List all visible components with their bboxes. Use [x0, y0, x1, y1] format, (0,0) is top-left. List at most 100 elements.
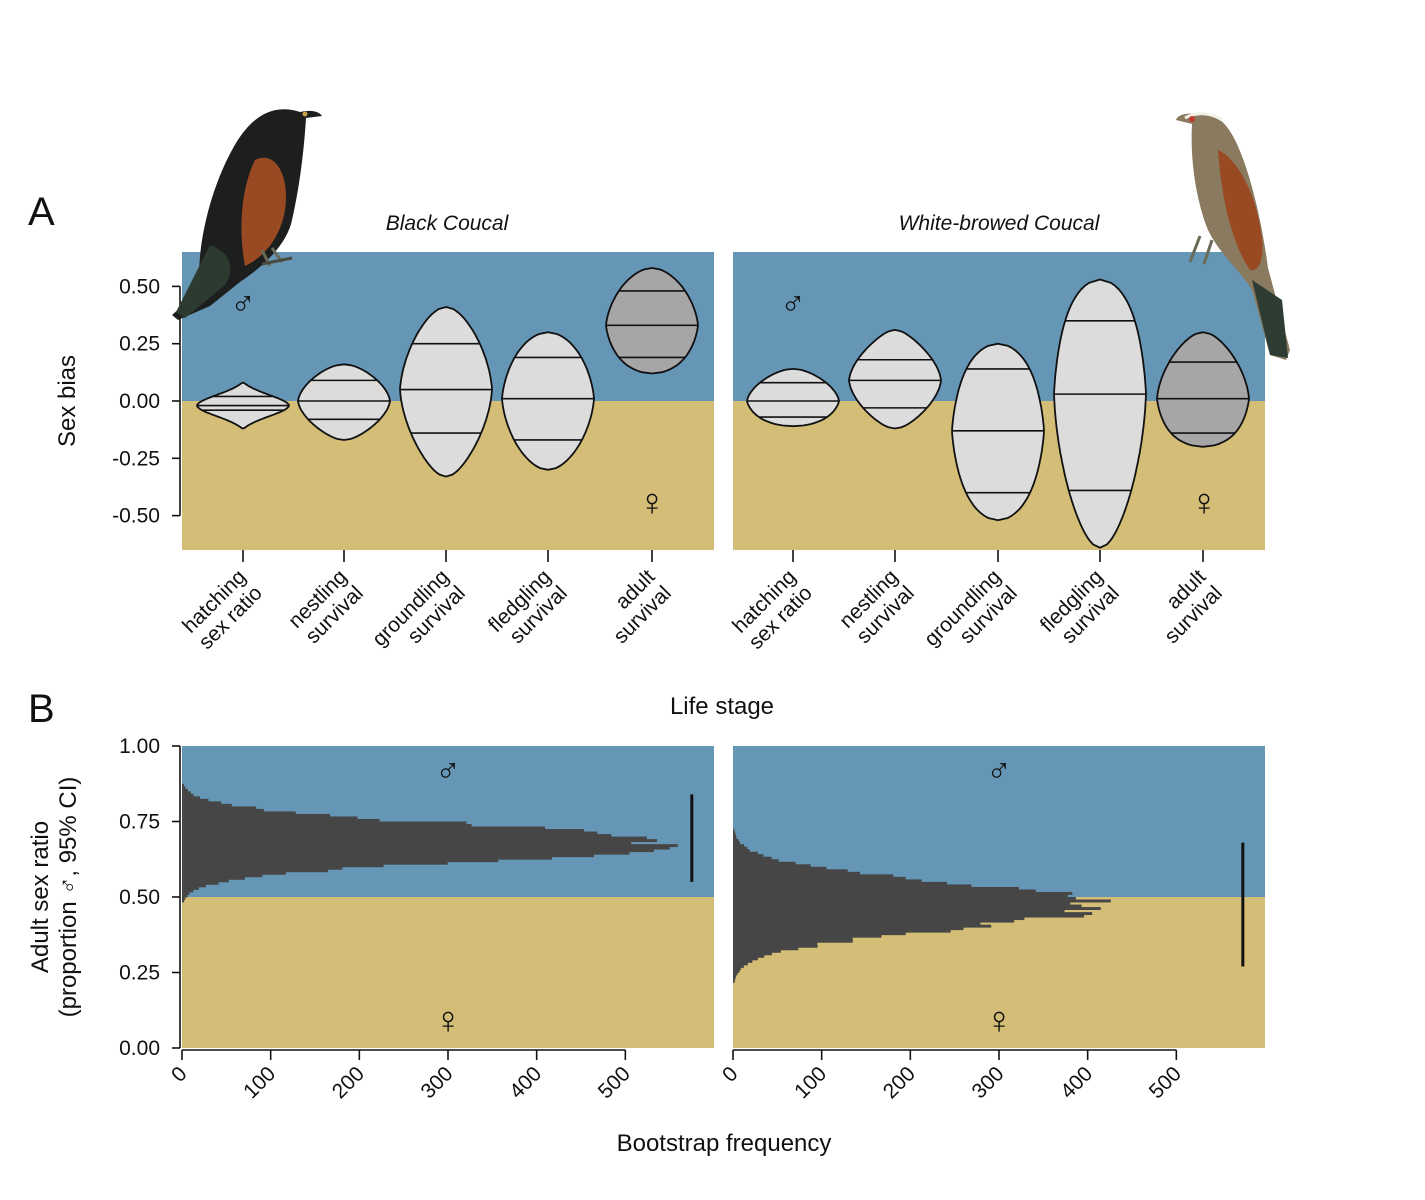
histogram-bar — [182, 831, 598, 835]
y-tick-label: 1.00 — [119, 735, 160, 758]
y-tick-label: 0.50 — [119, 886, 160, 909]
histogram-bar — [733, 891, 1073, 895]
x-tick-label: nestlingsurvival — [835, 565, 919, 649]
violin-4 — [1053, 278, 1147, 549]
histogram-bar — [733, 957, 758, 961]
histogram-bar — [733, 954, 765, 958]
x-tick-label: 100 — [239, 1062, 280, 1103]
histogram-bar — [182, 849, 654, 853]
histogram-bar — [733, 959, 753, 963]
x-tick-label: groundlingsurvival — [920, 565, 1022, 667]
histogram-bar — [733, 854, 764, 858]
histogram-bar — [182, 844, 678, 848]
histogram-bar — [733, 889, 1036, 893]
panel-a-left-plot: ♂ ♀ — [182, 252, 714, 550]
y-label-text: Adult sex ratio(proportion ♂, 95% CI) — [27, 777, 82, 1018]
histogram-bar — [733, 836, 737, 840]
histogram-bar — [182, 871, 286, 875]
histogram-bar — [733, 942, 818, 946]
male-symbol: ♂ — [435, 752, 461, 790]
x-tick-label: nestlingsurvival — [284, 565, 368, 649]
panel-b-y-axis: 1.00 0.75 0.50 0.25 0.00 — [119, 735, 181, 1060]
histogram-bar — [182, 803, 232, 807]
histogram-bar — [182, 869, 328, 873]
violin-shape — [848, 328, 942, 430]
y-tick-label: 0.25 — [119, 962, 160, 985]
panel-a-x-label: Life stage — [670, 693, 774, 720]
histogram-bar — [733, 886, 1019, 890]
x-tick-label: 200 — [879, 1062, 920, 1103]
histogram-bar — [733, 947, 799, 951]
x-tick-label: adultsurvival — [1144, 565, 1227, 648]
histogram-bar — [733, 934, 882, 938]
histogram-bar — [182, 859, 499, 863]
histogram-bar — [182, 801, 222, 805]
histogram-bar — [182, 897, 186, 900]
white-browed-coucal-bird-illustration — [1176, 112, 1290, 360]
x-tick-label: 400 — [505, 1062, 546, 1103]
histogram-bar — [182, 839, 658, 843]
histogram-bar — [733, 919, 1015, 923]
histogram-bar — [182, 866, 343, 870]
panel-letter-a: A — [28, 190, 55, 234]
histogram-bar — [733, 969, 740, 973]
black-coucal-bird-illustration — [172, 109, 322, 320]
histogram-bar — [182, 841, 632, 845]
x-tick-label: 300 — [416, 1062, 457, 1103]
violin-shape — [399, 306, 493, 478]
histogram-bar — [733, 841, 740, 845]
male-symbol: ♂ — [780, 285, 806, 323]
histogram-bar — [733, 897, 1076, 900]
x-tick-label: 500 — [594, 1062, 635, 1103]
histogram-bar — [733, 937, 853, 941]
panel-letter-b: B — [28, 687, 55, 731]
y-tick-label: -0.50 — [112, 505, 160, 528]
histogram-bar — [733, 927, 964, 931]
histogram-bar — [182, 864, 384, 868]
histogram-bar — [182, 834, 612, 837]
histogram-bar — [733, 932, 906, 936]
x-tick-label: 300 — [967, 1062, 1008, 1103]
male-symbol: ♂ — [986, 752, 1012, 790]
panel-a-right-title: White-browed Coucal — [899, 212, 1101, 235]
histogram-bar — [182, 786, 186, 790]
panel-b-y-label: Adult sex ratio(proportion ♂, 95% CI) — [27, 777, 82, 1018]
histogram-bar — [182, 808, 264, 812]
histogram-bar — [182, 788, 188, 792]
histogram-bar — [182, 856, 552, 860]
histogram-bar — [182, 813, 331, 817]
x-tick-label: groundlingsurvival — [368, 565, 470, 667]
y-tick-label: -0.25 — [112, 447, 160, 470]
histogram-bar — [182, 861, 448, 865]
histogram-bar — [733, 924, 992, 928]
histogram-bar — [733, 912, 1093, 916]
histogram-bar — [182, 816, 358, 820]
female-symbol: ♀ — [985, 1000, 1014, 1042]
histogram-bar — [733, 874, 894, 878]
violin-5 — [605, 267, 699, 375]
histogram-bar — [182, 783, 185, 787]
panel-b-left-plot: ♂ ♀ — [182, 746, 714, 1048]
x-tick-label: 400 — [1056, 1062, 1097, 1103]
histogram-bar — [733, 972, 738, 976]
panel-b-left-x-axis: 0 100 200 300 400 500 — [167, 1049, 635, 1103]
violin-shape — [605, 267, 699, 375]
panel-a-y-axis: 0.50 0.25 0.00 -0.25 -0.50 — [112, 275, 181, 528]
histogram-bar — [733, 846, 748, 850]
violin-shape — [951, 342, 1045, 522]
histogram-bar — [182, 894, 188, 898]
histogram-bar — [733, 952, 772, 956]
histogram-bar — [182, 829, 584, 832]
panel-a-left-x-axis: hatchingsex ratio nestlingsurvival groundl… — [178, 550, 676, 667]
histogram-bar — [182, 889, 194, 893]
histogram-bar — [182, 821, 467, 825]
y-tick-label: 0.00 — [119, 390, 160, 413]
histogram-bar — [733, 980, 735, 983]
histogram-bar — [182, 806, 257, 810]
histogram-bar — [733, 879, 922, 883]
histogram-bar — [733, 866, 827, 870]
histogram-bar — [733, 922, 981, 926]
violin-5 — [1156, 331, 1250, 448]
histogram-bar — [182, 798, 209, 802]
